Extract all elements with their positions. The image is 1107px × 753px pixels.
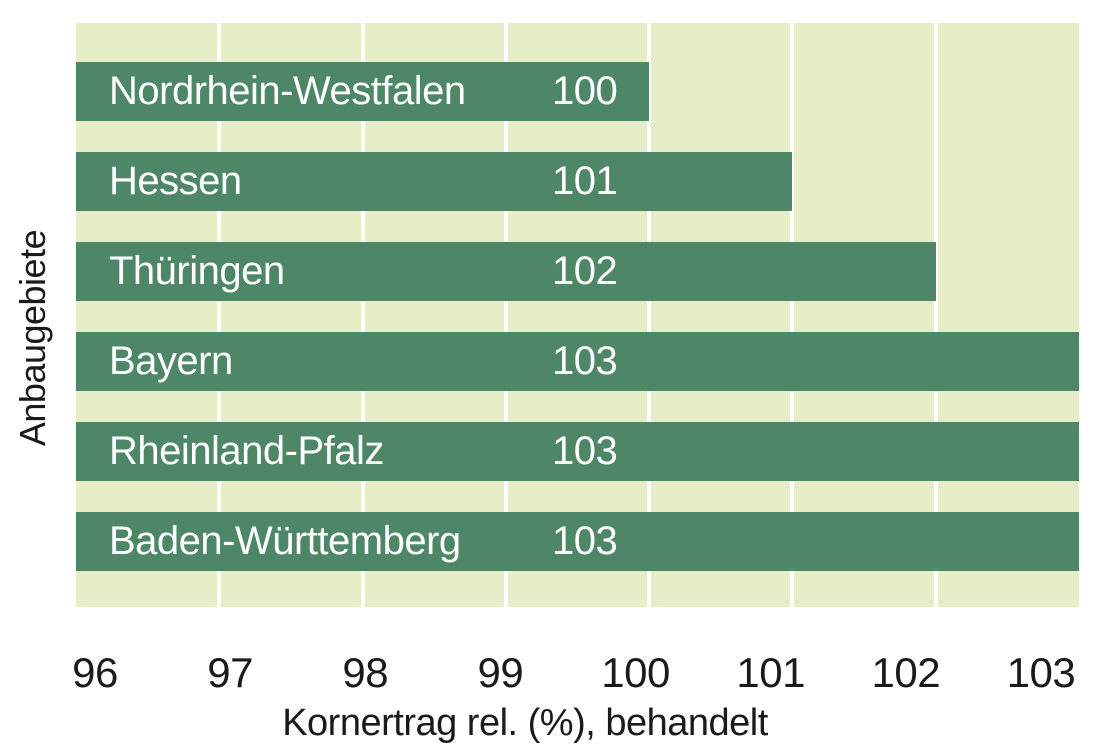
bar-Bayern bbox=[76, 332, 1079, 391]
bar-row: Bayern 103 bbox=[76, 332, 1079, 391]
bar-value-label: 102 bbox=[552, 249, 618, 293]
gridline-98 bbox=[360, 23, 365, 607]
bar-Rheinland-Pfalz bbox=[76, 422, 1079, 481]
bar-Baden-Württemberg bbox=[76, 512, 1079, 571]
bar-value-label: 100 bbox=[552, 69, 618, 113]
bar-category-label: Baden-Württemberg bbox=[109, 519, 461, 563]
gridline-101 bbox=[790, 23, 795, 607]
y-axis-title: Anbaugebiete bbox=[12, 229, 53, 447]
bar-category-label: Nordrhein-Westfalen bbox=[109, 69, 466, 113]
bar-value-label: 101 bbox=[552, 159, 618, 203]
gridline-102 bbox=[933, 23, 938, 607]
x-tick-label-99: 99 bbox=[477, 649, 524, 696]
gridline-97 bbox=[217, 23, 222, 607]
x-tick-label-102: 102 bbox=[871, 649, 941, 696]
x-tick-label-100: 100 bbox=[601, 649, 670, 696]
bar-row: Rheinland-Pfalz 103 bbox=[76, 422, 1079, 481]
gridline-100 bbox=[647, 23, 652, 607]
bar-row: Baden-Württemberg 103 bbox=[76, 512, 1079, 571]
bar-row: Hessen 101 bbox=[76, 152, 1079, 211]
bar-value-label: 103 bbox=[552, 339, 618, 383]
x-tick-label-96: 96 bbox=[72, 649, 118, 696]
bar-category-label: Bayern bbox=[109, 339, 233, 383]
gridline-99 bbox=[503, 23, 508, 607]
x-axis-ticks: 96 97 98 99 100 101 102 103 bbox=[0, 649, 1107, 697]
bar-value-label: 103 bbox=[552, 429, 618, 473]
x-tick-label-97: 97 bbox=[207, 649, 253, 696]
x-tick-label-103: 103 bbox=[1006, 649, 1076, 696]
bar-Nordrhein-Westfalen bbox=[76, 62, 650, 121]
bar-value-label: 103 bbox=[552, 519, 618, 563]
bar-row: Nordrhein-Westfalen 100 bbox=[76, 62, 1079, 121]
bar-category-label: Rheinland-Pfalz bbox=[109, 429, 384, 473]
bar-category-label: Hessen bbox=[109, 159, 242, 203]
bar-category-label: Thüringen bbox=[109, 249, 285, 293]
x-tick-label-101: 101 bbox=[736, 649, 805, 696]
plot-area: Nordrhein-Westfalen 100 Hessen 101 Thüringen… bbox=[76, 23, 1079, 607]
bar-row: Thüringen 102 bbox=[76, 242, 1079, 301]
x-tick-label-98: 98 bbox=[342, 649, 389, 696]
bar-Thüringen bbox=[76, 242, 936, 301]
x-axis-title: Kornertrag rel. (%), behandelt bbox=[282, 702, 768, 744]
bar-Hessen bbox=[76, 152, 793, 211]
